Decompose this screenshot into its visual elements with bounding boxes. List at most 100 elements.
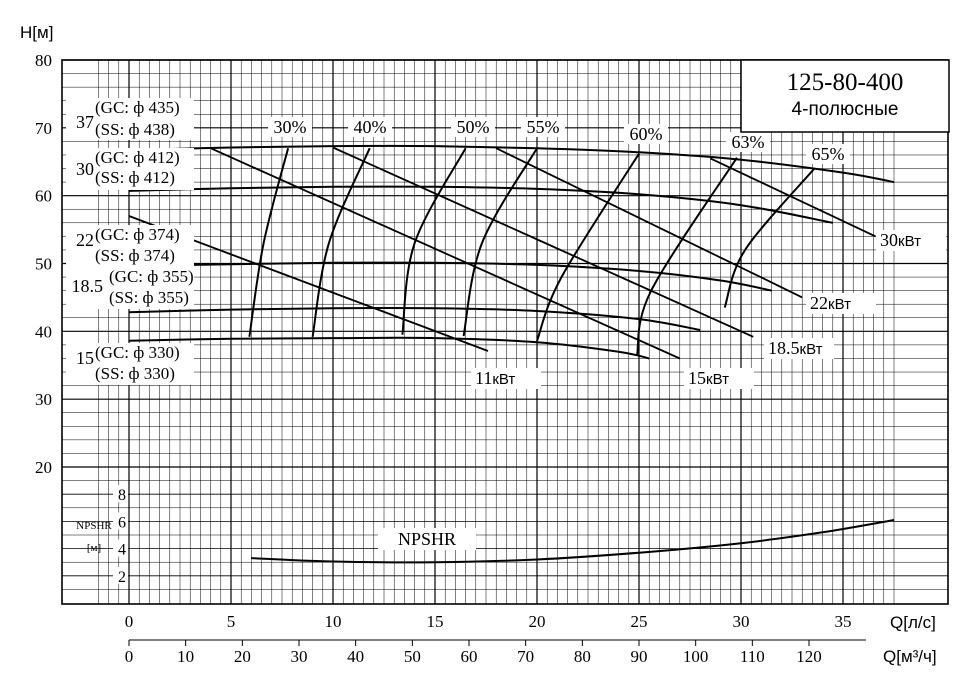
npsh-tick-label: 2 xyxy=(118,569,126,586)
efficiency-label: 63% xyxy=(732,132,765,152)
x2-tick-label: 110 xyxy=(740,647,765,666)
efficiency-curve xyxy=(401,147,467,335)
efficiency-curve xyxy=(536,153,640,342)
power-curve xyxy=(495,147,803,299)
grid xyxy=(62,59,948,604)
impeller-gc-label: (GC: ф 412) xyxy=(95,148,180,167)
curves xyxy=(128,144,895,564)
impeller-power-label: 18.5 xyxy=(72,276,104,296)
npshr-label: NPSHR xyxy=(398,529,456,549)
npsh-tick-bg xyxy=(113,512,128,530)
impeller-gc-label: (GC: ф 435) xyxy=(95,98,180,117)
power-label: 30кВт xyxy=(880,230,921,250)
power-label-bg xyxy=(471,368,541,389)
impeller-ss-label: (SS: ф 330) xyxy=(95,364,175,383)
impeller-power-label: 30 xyxy=(76,159,94,179)
npsh-tick-label: 4 xyxy=(118,542,126,559)
y-tick-label: 50 xyxy=(35,255,52,274)
y-tick-label: 30 xyxy=(35,390,52,409)
head-curve-37 xyxy=(128,144,895,184)
x-axis-label: Q[л/с] xyxy=(890,613,936,632)
npsh-tick-label: 6 xyxy=(118,514,126,531)
x2-tick-label: 80 xyxy=(574,647,591,666)
efficiency-label-bg xyxy=(268,117,312,137)
impeller-gc-label: (GC: ф 355) xyxy=(109,267,194,286)
chart-subtitle: 4-полюсные xyxy=(792,99,899,120)
title-box-frame xyxy=(740,59,950,133)
x2-tick-label: 100 xyxy=(683,647,709,666)
npsh-tick-bg xyxy=(113,485,128,503)
impeller-label-bg xyxy=(66,98,194,140)
head-curve-15 xyxy=(128,336,650,360)
efficiency-label-bg xyxy=(726,132,770,152)
head-curve-30 xyxy=(128,185,833,224)
efficiency-label: 65% xyxy=(812,144,845,164)
efficiency-label: 50% xyxy=(457,117,490,137)
x2-tick-label: 120 xyxy=(796,647,822,666)
impeller-power-label: 22 xyxy=(76,230,94,250)
x2-tick-label: 60 xyxy=(461,647,478,666)
efficiency-label: 30% xyxy=(274,117,307,137)
x-tick-label: 0 xyxy=(125,612,134,631)
x2-tick-label: 10 xyxy=(177,647,194,666)
power-label-bg xyxy=(764,338,834,359)
y-tick-label: 40 xyxy=(35,322,52,341)
npsh-axis-unit: [м] xyxy=(87,542,101,554)
efficiency-label-bg xyxy=(348,117,392,137)
x-tick-label: 25 xyxy=(631,612,648,631)
impeller-label-bg xyxy=(66,343,194,385)
efficiency-label: 40% xyxy=(354,117,387,137)
efficiency-label: 55% xyxy=(527,117,560,137)
efficiency-label: 60% xyxy=(630,124,663,144)
impeller-power-label: 37 xyxy=(76,112,94,132)
power-curve xyxy=(210,147,681,360)
efficiency-curve xyxy=(311,147,371,337)
x2-tick-label: 40 xyxy=(347,647,364,666)
x2-tick-label: 90 xyxy=(631,647,648,666)
efficiency-curve xyxy=(636,157,738,357)
npshr-label-bg xyxy=(378,528,476,550)
npsh-tick-bg xyxy=(113,539,128,557)
y-axis-label: H[м] xyxy=(20,23,53,42)
x2-tick-label: 0 xyxy=(125,647,134,666)
x-tick-label: 15 xyxy=(427,612,444,631)
npshr-curve xyxy=(251,519,895,564)
efficiency-curve xyxy=(723,167,816,308)
x2-tick-label: 50 xyxy=(404,647,421,666)
power-curve xyxy=(332,146,754,338)
y-tick-label: 20 xyxy=(35,458,52,477)
impeller-power-label: 15 xyxy=(76,348,94,368)
efficiency-label-bg xyxy=(521,117,565,137)
x2-tick-label: 30 xyxy=(291,647,308,666)
power-curve xyxy=(710,157,876,238)
power-label: 11кВт xyxy=(475,368,515,388)
y-tick-label: 70 xyxy=(35,119,52,138)
x-tick-label: 20 xyxy=(529,612,546,631)
head-curve-22 xyxy=(128,261,772,292)
labels: 30% 40% 50% 55% 60% 63% 65% 11кВт 15кВт 18.5кВт 22… xyxy=(66,98,946,550)
npsh-axis-title: NPSHR xyxy=(76,520,112,532)
y-tick-label: 80 xyxy=(35,51,52,70)
x-tick-label: 30 xyxy=(733,612,750,631)
y-tick-label: 60 xyxy=(35,187,52,206)
npsh-tick-label: 8 xyxy=(118,487,126,504)
efficiency-label-bg xyxy=(451,117,495,137)
power-label-bg xyxy=(684,368,754,389)
chart-title: 125-80-400 xyxy=(787,69,904,96)
power-label: 18.5кВт xyxy=(768,338,823,358)
impeller-label-bg xyxy=(66,148,194,190)
impeller-label-bg xyxy=(66,267,194,309)
efficiency-label-bg xyxy=(806,144,850,164)
x2-axis-label: Q[м³/ч] xyxy=(883,647,937,666)
x2-tick-label: 70 xyxy=(517,647,534,666)
impeller-label-bg xyxy=(66,225,194,267)
impeller-ss-label: (SS: ф 374) xyxy=(95,246,175,265)
power-label-bg xyxy=(806,293,876,314)
efficiency-curve xyxy=(462,147,538,337)
head-curve-18.5 xyxy=(128,306,701,331)
power-label-bg xyxy=(876,230,946,251)
plot-frame xyxy=(61,59,949,605)
efficiency-label-bg xyxy=(624,124,668,144)
x-tick-label: 10 xyxy=(325,612,342,631)
